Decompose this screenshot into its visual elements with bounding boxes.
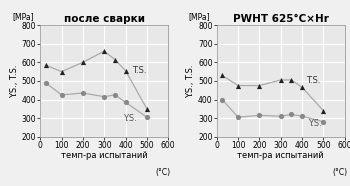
Title: после сварки: после сварки bbox=[64, 14, 145, 24]
Point bbox=[257, 84, 262, 87]
Point bbox=[289, 78, 294, 81]
Text: [MPa]: [MPa] bbox=[12, 12, 34, 21]
Point bbox=[112, 93, 118, 96]
Point bbox=[102, 50, 107, 53]
Point bbox=[80, 92, 86, 94]
Point bbox=[299, 86, 305, 89]
Point bbox=[321, 109, 326, 112]
Point bbox=[257, 114, 262, 117]
Point bbox=[102, 95, 107, 98]
Point bbox=[123, 69, 128, 72]
Point bbox=[278, 78, 284, 81]
Point bbox=[299, 115, 305, 118]
Point bbox=[80, 61, 86, 64]
X-axis label: темп-ра испытаний: темп-ра испытаний bbox=[237, 151, 324, 160]
Y-axis label: Y.S., T.S.: Y.S., T.S. bbox=[186, 64, 195, 98]
Text: (°C): (°C) bbox=[156, 168, 171, 177]
Point bbox=[123, 101, 128, 104]
Point bbox=[144, 116, 150, 119]
Point bbox=[43, 81, 48, 84]
Point bbox=[235, 84, 241, 87]
Point bbox=[59, 70, 64, 73]
Point bbox=[112, 58, 118, 61]
Text: Y.S.: Y.S. bbox=[308, 119, 322, 128]
Point bbox=[59, 93, 64, 96]
Text: (°C): (°C) bbox=[332, 168, 347, 177]
X-axis label: темп-ра испытаний: темп-ра испытаний bbox=[61, 151, 148, 160]
Point bbox=[219, 74, 225, 77]
Text: T.S.: T.S. bbox=[132, 65, 146, 75]
Text: [MPa]: [MPa] bbox=[189, 12, 210, 21]
Point bbox=[321, 120, 326, 123]
Y-axis label: Y.S., T.S.: Y.S., T.S. bbox=[10, 64, 19, 98]
Point bbox=[289, 113, 294, 116]
Point bbox=[144, 107, 150, 110]
Point bbox=[43, 64, 48, 67]
Text: T.S.: T.S. bbox=[306, 76, 321, 85]
Point bbox=[219, 98, 225, 101]
Title: PWHT 625°C×Hr: PWHT 625°C×Hr bbox=[233, 14, 329, 24]
Text: Y.S.: Y.S. bbox=[124, 114, 137, 123]
Point bbox=[278, 115, 284, 118]
Point bbox=[235, 116, 241, 119]
